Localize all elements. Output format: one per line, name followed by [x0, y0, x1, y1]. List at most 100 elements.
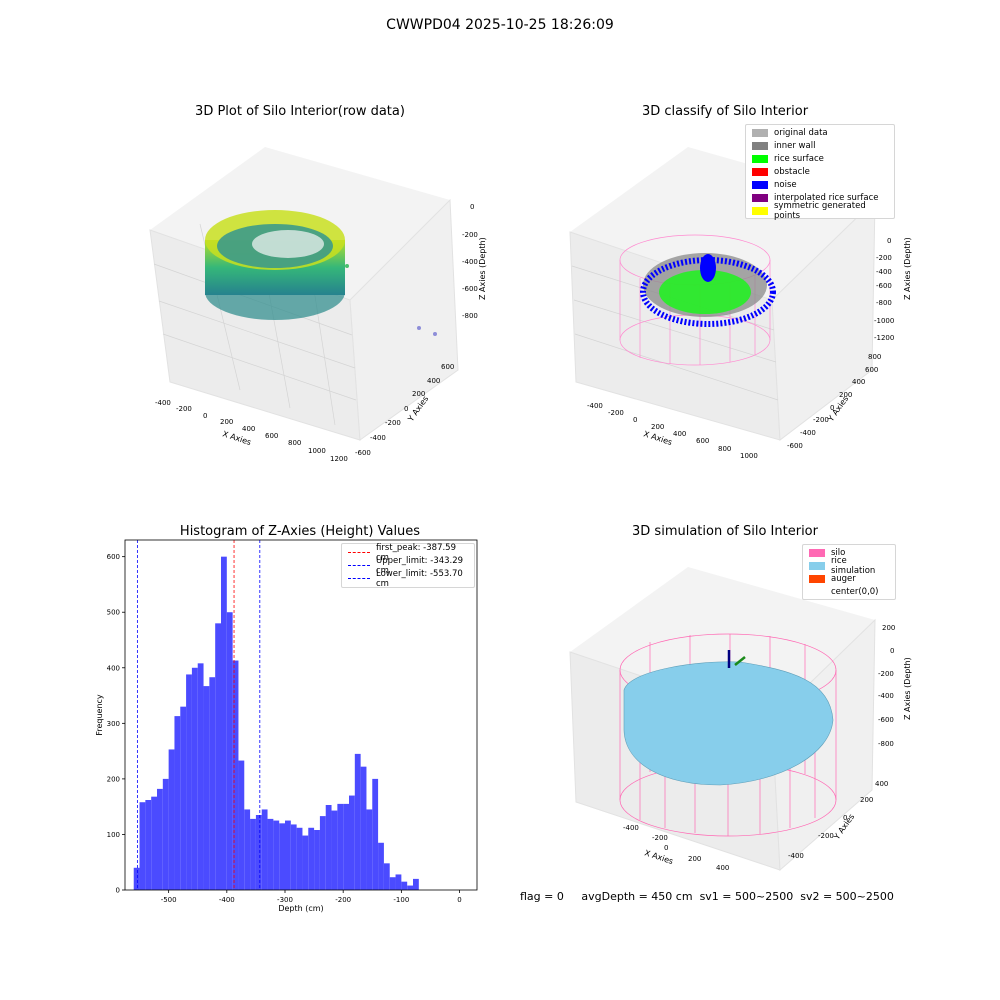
svg-text:-400: -400 [878, 692, 894, 700]
histogram-bars [133, 556, 419, 890]
svg-text:0: 0 [664, 844, 668, 852]
svg-text:0: 0 [404, 405, 408, 413]
panel2-rice-surface [659, 270, 751, 314]
panel2-title: 3D classify of Silo Interior [641, 104, 809, 119]
svg-text:0: 0 [633, 416, 637, 424]
histogram-xtick-label: -500 [161, 896, 177, 904]
svg-text:-200: -200 [813, 416, 829, 424]
panel1-zlabel: Z Axies (Depth) [478, 237, 487, 300]
histogram-xtick-label: -400 [219, 896, 235, 904]
panel1-zticks: 0 -200 -400 -600 -800 [462, 203, 478, 320]
svg-text:200: 200 [651, 423, 664, 431]
histogram-bar [372, 778, 379, 890]
histogram-xtick-label: -300 [277, 896, 293, 904]
panel2-xlabel: X Axies [642, 429, 673, 447]
histogram-bar [407, 885, 413, 890]
status-footer: flag = 0 avgDepth = 450 cm sv1 = 500~250… [520, 890, 894, 903]
legend-swatch [809, 574, 825, 583]
svg-text:-400: -400 [370, 434, 386, 442]
svg-text:-400: -400 [587, 402, 603, 410]
histogram-bar [279, 823, 285, 890]
panel1-plot: 0 -200 -400 -600 -800 Z Axies (Depth) -4… [149, 147, 487, 463]
histogram-bar [133, 867, 140, 890]
legend-swatch [752, 167, 768, 176]
panel1-xticks: -400 -200 0 200 400 600 800 1000 1200 [155, 399, 348, 463]
svg-text:1000: 1000 [308, 447, 326, 455]
svg-text:0: 0 [843, 814, 847, 822]
svg-text:1000: 1000 [740, 452, 758, 460]
svg-text:-800: -800 [878, 740, 894, 748]
histogram-bar [261, 809, 268, 890]
histogram-ytick-label: 0 [116, 887, 120, 895]
histogram-bar [360, 766, 367, 890]
svg-text:-400: -400 [876, 268, 892, 276]
svg-text:400: 400 [852, 378, 865, 386]
histogram-bar [354, 753, 361, 890]
legend-swatch [752, 193, 768, 202]
panel1-yticks: -600 -400 -200 0 200 400 600 [355, 363, 454, 457]
histogram-bar [383, 863, 390, 890]
histogram-frame [124, 539, 478, 891]
legend-line [348, 578, 370, 579]
svg-text:-200: -200 [462, 231, 478, 239]
histogram-bar [389, 877, 396, 890]
legend-item: inner wall [746, 139, 894, 152]
histogram-legend: first_peak: -387.59 cm Upper_limit: -343… [341, 543, 475, 589]
histogram-bar [226, 612, 233, 890]
histogram-bar [296, 827, 303, 890]
histogram-bar [186, 674, 192, 890]
svg-text:200: 200 [839, 391, 852, 399]
sv2-value: sv2 = 500~2500 [800, 890, 894, 903]
histogram-xticks: -500 -400 -300 -200 -100 0 [161, 890, 462, 904]
legend-item: noise [746, 178, 894, 191]
svg-text:600: 600 [265, 432, 278, 440]
histogram-bar [197, 663, 204, 890]
panel1-title: 3D Plot of Silo Interior(row data) [195, 104, 405, 119]
svg-text:600: 600 [696, 437, 709, 445]
svg-text:800: 800 [288, 439, 301, 447]
svg-text:-400: -400 [800, 429, 816, 437]
svg-text:600: 600 [441, 363, 454, 371]
svg-text:-200: -200 [652, 834, 668, 842]
panel2-zlabel: Z Axies (Depth) [903, 237, 912, 300]
panel2-zticks: 200 0 -200 -400 -600 -800 -1000 -1200 [874, 206, 895, 342]
flag-value: flag = 0 [520, 890, 564, 903]
legend-item: rice simulation [803, 556, 895, 576]
histogram-bar [343, 803, 349, 890]
figure-title: CWWPD04 2025-10-25 18:26:09 [386, 17, 614, 33]
svg-text:400: 400 [673, 430, 686, 438]
svg-text:200: 200 [882, 624, 895, 632]
panel4-title: 3D simulation of Silo Interior [632, 524, 818, 539]
histogram-bar [168, 749, 175, 890]
svg-text:400: 400 [242, 425, 255, 433]
legend-swatch [752, 128, 768, 137]
panel4-zticks: 200 0 -200 -400 -600 -800 [878, 624, 895, 748]
legend-line [348, 552, 370, 553]
panel4-yticks: -400 -200 0 200 400 [788, 780, 888, 860]
svg-text:0: 0 [830, 404, 834, 412]
svg-text:0: 0 [203, 412, 207, 420]
histogram-bar [302, 835, 309, 890]
svg-text:400: 400 [716, 864, 729, 872]
svg-text:200: 200 [688, 855, 701, 863]
svg-text:-1000: -1000 [874, 317, 894, 325]
svg-text:-200: -200 [876, 254, 892, 262]
panel4-legend: silo rice simulation auger center(0,0) [802, 544, 896, 600]
svg-text:0: 0 [470, 203, 474, 211]
svg-text:600: 600 [865, 366, 878, 374]
legend-item: interpolated rice surface [746, 191, 894, 204]
histogram-xtick-label: -200 [335, 896, 351, 904]
histogram-bar [139, 802, 146, 890]
histogram-bar [366, 809, 373, 890]
histogram-bar [162, 778, 169, 890]
histogram-bar [273, 820, 280, 890]
legend-item: first_peak: -387.59 cm [342, 543, 474, 563]
panel1-outlier-point [345, 264, 349, 268]
histogram-bar [157, 788, 163, 890]
histogram-bar [221, 556, 227, 890]
svg-text:-600: -600 [876, 282, 892, 290]
svg-text:-600: -600 [878, 716, 894, 724]
panel2-legend: original data inner wall rice surface ob… [745, 124, 895, 221]
legend-swatch [809, 561, 825, 570]
histogram-xlabel: Depth (cm) [278, 904, 323, 913]
